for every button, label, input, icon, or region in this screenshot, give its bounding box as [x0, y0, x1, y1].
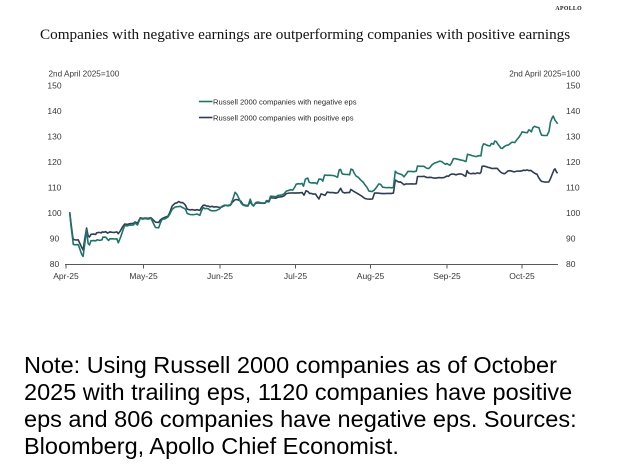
svg-text:150: 150	[47, 81, 61, 91]
svg-text:120: 120	[47, 157, 61, 167]
svg-text:110: 110	[566, 183, 580, 193]
svg-text:May-25: May-25	[129, 271, 158, 281]
svg-text:150: 150	[566, 81, 580, 91]
svg-text:Aug-25: Aug-25	[357, 271, 385, 281]
svg-text:90: 90	[50, 234, 60, 244]
svg-text:80: 80	[50, 259, 60, 269]
svg-text:120: 120	[566, 157, 580, 167]
svg-text:Apr-25: Apr-25	[53, 271, 79, 281]
svg-text:140: 140	[566, 106, 580, 116]
svg-text:Oct-25: Oct-25	[509, 271, 535, 281]
svg-text:100: 100	[47, 208, 61, 218]
svg-text:Russell 2000 companies with po: Russell 2000 companies with positive eps	[213, 113, 354, 122]
svg-text:Russell 2000 companies with ne: Russell 2000 companies with negative eps	[213, 97, 357, 106]
svg-text:Jun-25: Jun-25	[207, 271, 233, 281]
svg-text:Sep-25: Sep-25	[433, 271, 461, 281]
svg-text:130: 130	[566, 132, 580, 142]
svg-text:2nd April 2025=100: 2nd April 2025=100	[49, 70, 120, 79]
svg-text:100: 100	[566, 208, 580, 218]
svg-text:Jul-25: Jul-25	[284, 271, 307, 281]
svg-text:2nd April 2025=100: 2nd April 2025=100	[509, 70, 580, 79]
svg-text:90: 90	[566, 234, 576, 244]
svg-text:80: 80	[566, 259, 576, 269]
svg-text:130: 130	[47, 132, 61, 142]
svg-text:140: 140	[47, 106, 61, 116]
svg-text:110: 110	[48, 183, 62, 193]
